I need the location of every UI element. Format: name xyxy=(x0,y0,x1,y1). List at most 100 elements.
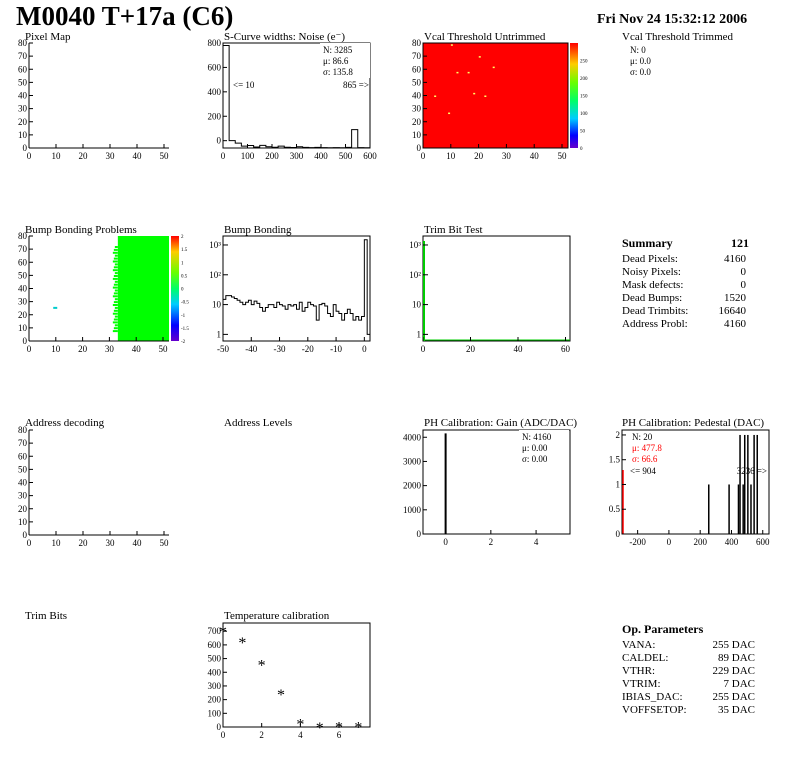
heatmap-cell xyxy=(53,306,58,309)
scatter-point: * xyxy=(238,635,246,652)
heatmap-edge-cell xyxy=(112,286,118,289)
heatmap-edge-cell xyxy=(114,315,118,318)
scatter-point: * xyxy=(219,624,227,641)
bar xyxy=(743,434,746,534)
op-param-value: 229 DAC xyxy=(713,665,755,677)
plot-frame xyxy=(621,429,770,535)
x-tick-label: 20 xyxy=(79,538,89,548)
y-tick-label: 100 xyxy=(208,708,222,718)
y-tick-label: 50 xyxy=(18,270,28,280)
panel-title: Vcal Threshold Trimmed xyxy=(622,31,734,43)
y-tick-label: 300 xyxy=(208,681,222,691)
panel-title: Bump Bonding Problems xyxy=(25,224,137,236)
stat-n: N: 0 xyxy=(630,45,646,55)
heatmap-edge-cell xyxy=(113,292,118,295)
y-tick-label: 3000 xyxy=(403,456,422,466)
y-tick-label: 80 xyxy=(18,38,28,48)
bar xyxy=(753,434,755,534)
y-tick-label: 2000 xyxy=(403,481,422,491)
op-param-label: IBIAS_DAC: xyxy=(622,691,683,703)
x-tick-label: 600 xyxy=(363,151,377,161)
y-tick-label: 0 xyxy=(217,722,222,732)
heatmap-edge-cell xyxy=(114,280,118,283)
y-tick-label: 700 xyxy=(208,626,222,636)
heatmap-fill xyxy=(117,236,169,341)
heatmap-cell xyxy=(478,56,481,58)
x-tick-label: 0 xyxy=(27,538,32,548)
x-tick-label: 0 xyxy=(27,344,32,354)
heatmap-edge-cell xyxy=(113,318,118,321)
y-tick-label: 60 xyxy=(412,64,422,74)
x-tick-label: 40 xyxy=(133,151,143,161)
summary-panel: Summary 121 Dead Pixels: 4160 Noisy Pixels… xyxy=(622,236,749,330)
y-tick-label: 70 xyxy=(412,51,422,61)
bump-bonding-panel: Bump Bonding -50 -40 -30 -20 -10 0 1 10 10² 10³ xyxy=(209,224,371,354)
y-tick-label: 1000 xyxy=(403,505,422,515)
stat-mean: μ: 0.00 xyxy=(522,443,548,453)
summary-value: 4160 xyxy=(724,318,747,330)
bump-problems-panel: Bump Bonding Problems 0 10 20 30 40 500102030… xyxy=(18,224,189,354)
bar xyxy=(444,433,447,534)
x-tick-label: 10 xyxy=(52,151,62,161)
summary-value: 0 xyxy=(741,266,747,278)
y-tick-label: 40 xyxy=(18,478,28,488)
scatter-point: * xyxy=(316,720,324,737)
y-tick-label: 200 xyxy=(208,111,222,121)
heatmap-edge-cell xyxy=(112,269,118,272)
timestamp: Fri Nov 24 15:32:12 2006 xyxy=(597,12,747,27)
x-tick-label: 40 xyxy=(133,538,143,548)
heatmap-edge-cell xyxy=(114,254,118,257)
stat-mean: μ: 86.6 xyxy=(323,56,349,66)
op-param-value: 89 DAC xyxy=(718,652,755,664)
address-decoding-panel: Address decoding 0 10 20 30 40 50 0 10 20 30 40 50 6… xyxy=(18,417,169,548)
x-tick-label: -200 xyxy=(629,537,646,547)
y-tick-label: 800 xyxy=(208,38,222,48)
x-tick-label: 50 xyxy=(558,151,568,161)
x-tick-label: 600 xyxy=(756,537,770,547)
plot-frame xyxy=(222,235,371,342)
plot-frame xyxy=(422,429,571,535)
x-tick-label: 40 xyxy=(132,344,142,354)
heatmap-cell xyxy=(467,71,470,74)
y-tick-label: 4000 xyxy=(403,432,422,442)
temperature-panel: Temperature calibration ********02460100… xyxy=(208,610,371,740)
y-tick-label: 10 xyxy=(18,517,28,527)
heatmap-edge-cell xyxy=(113,257,118,260)
y-tick-label: 20 xyxy=(18,117,28,127)
y-tick-label: 600 xyxy=(208,640,222,650)
y-tick-label: 50 xyxy=(18,77,28,87)
bar xyxy=(747,434,749,534)
heatmap-edge-cell xyxy=(114,272,118,275)
x-tick-label: 50 xyxy=(159,344,169,354)
y-tick-label: 0 xyxy=(23,143,28,153)
stat-sigma: σ: 66.6 xyxy=(632,454,658,464)
z-tick-label: 0.5 xyxy=(181,274,188,279)
vcal-untrimmed-panel: Vcal Threshold Untrimmed 0 10 20 30 40 50 0 10 2… xyxy=(412,31,588,161)
stat-mean: μ: 477.8 xyxy=(632,443,662,453)
y-tick-label: 1 xyxy=(616,479,621,489)
z-tick-label: 100 xyxy=(580,112,588,117)
y-tick-label: 0 xyxy=(417,529,422,539)
x-tick-label: -30 xyxy=(274,344,286,354)
page-title: M0040 T+17a (C6) xyxy=(16,1,233,31)
panel-title: Address decoding xyxy=(25,417,105,429)
y-tick-label: 500 xyxy=(208,654,222,664)
y-tick-label: 400 xyxy=(208,667,222,677)
scatter-point: * xyxy=(258,658,266,675)
heatmap-edge-cell xyxy=(112,251,118,254)
x-tick-label: 10 xyxy=(52,538,62,548)
x-tick-label: 0 xyxy=(443,537,448,547)
y-tick-label: 80 xyxy=(412,38,422,48)
stat-mean: μ: 0.0 xyxy=(630,56,651,66)
panel-title: Pixel Map xyxy=(25,31,71,43)
panel-title: PH Calibration: Pedestal (DAC) xyxy=(622,417,764,429)
panel-title: Trim Bits xyxy=(25,610,67,622)
summary-heading: Summary xyxy=(622,236,673,250)
y-tick-label: 10 xyxy=(18,130,28,140)
z-tick-label: -0.5 xyxy=(181,301,189,306)
underflow-label: <= 904 xyxy=(630,466,656,476)
x-tick-label: 400 xyxy=(314,151,328,161)
plot-frame xyxy=(222,622,371,728)
x-tick-label: 0 xyxy=(27,151,32,161)
